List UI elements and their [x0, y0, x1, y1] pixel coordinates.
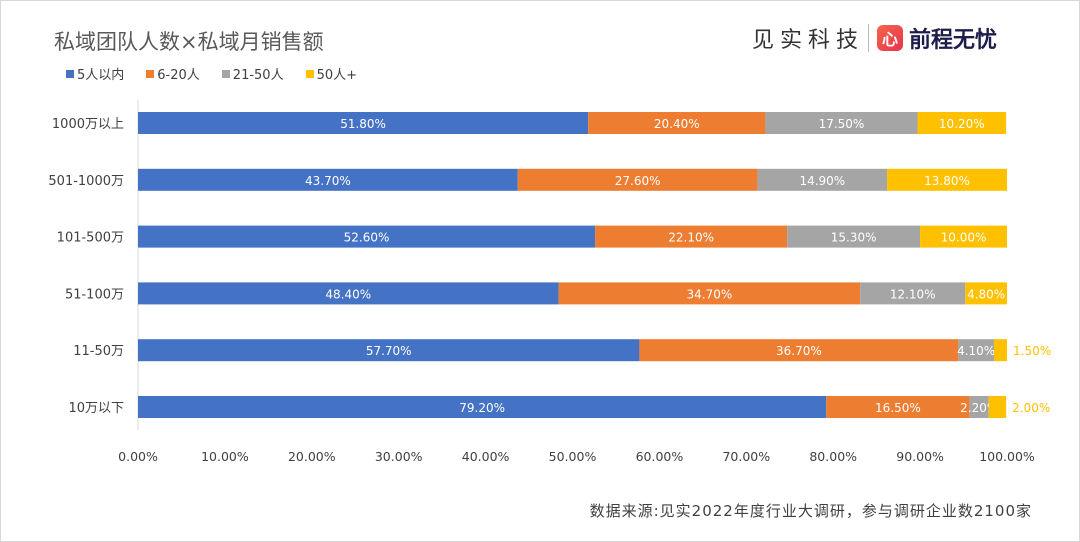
bar-segment: [993, 339, 1007, 362]
bar-segment: [965, 282, 1007, 305]
y-tick-label: 11-50万: [73, 344, 124, 359]
legend-item: 50人+: [305, 64, 358, 83]
data-label: 51.80%: [340, 117, 386, 131]
data-label: 36.70%: [776, 344, 822, 358]
data-label: 27.60%: [615, 174, 661, 188]
data-label: 2.00%: [1012, 401, 1050, 415]
y-tick-label: 10万以下: [68, 401, 124, 416]
bar-segment: [757, 168, 888, 191]
brand-logos: 见实科技 心 前程无忧: [752, 22, 997, 54]
bar-segment: [969, 396, 989, 418]
y-tick-label: 101-500万: [57, 231, 124, 246]
x-tick-label: 20.00%: [288, 449, 336, 464]
bar-segment: [138, 339, 640, 362]
data-label: 10.20%: [939, 117, 985, 131]
data-label: 57.70%: [366, 344, 412, 358]
brand-qiancheng: 前程无忧: [909, 28, 998, 53]
x-tick-label: 90.00%: [896, 449, 944, 464]
y-tick-label: 1000万以上: [52, 117, 124, 132]
bar-segment: [920, 225, 1007, 248]
bar-segment: [988, 396, 1007, 418]
data-label: 2.20%: [960, 401, 998, 415]
legend-label: 5人以内: [77, 68, 125, 83]
x-tick-label: 80.00%: [809, 449, 857, 464]
data-label: 20.40%: [654, 117, 700, 131]
bar-segment: [558, 282, 861, 305]
x-tick-label: 50.00%: [549, 449, 597, 464]
bar-segment: [917, 112, 1007, 134]
divider: [868, 24, 870, 52]
source-note: 数据来源:见实2022年度行业大调研，参与调研企业数2100家: [589, 502, 1032, 520]
bar-segment: [517, 168, 758, 191]
bar-segment: [958, 339, 994, 362]
data-label: 22.10%: [668, 231, 714, 245]
bar-segment: [595, 225, 788, 248]
legend-label: 50人+: [316, 68, 358, 83]
data-label: 16.50%: [875, 401, 921, 415]
bar-segment: [639, 339, 959, 362]
bar-segment: [138, 112, 589, 134]
x-tick-label: 100.00%: [979, 449, 1035, 464]
x-tick-label: 10.00%: [201, 449, 249, 464]
x-tick-label: 0.00%: [118, 449, 158, 464]
x-tick-label: 70.00%: [722, 449, 770, 464]
x-tick-label: 60.00%: [636, 449, 684, 464]
bar-segment: [138, 396, 827, 418]
x-tick-label: 30.00%: [375, 449, 423, 464]
legend-label: 6-20人: [157, 68, 200, 83]
legend: 5人以内 6-20人 21-50人 50人+: [66, 64, 357, 83]
legend-item: 21-50人: [221, 64, 284, 83]
data-label: 12.10%: [890, 287, 936, 301]
data-label: 4.80%: [967, 287, 1005, 301]
data-label: 15.30%: [831, 231, 877, 245]
qiancheng-logo-icon: 心: [877, 25, 904, 51]
data-label: 79.20%: [459, 401, 505, 415]
legend-item: 6-20人: [146, 64, 200, 83]
y-tick-label: 51-100万: [65, 287, 124, 302]
bar-segment: [138, 168, 518, 191]
data-label: 4.10%: [957, 344, 995, 358]
bar-segment: [138, 225, 596, 248]
bar-segment: [588, 112, 766, 134]
data-label: 10.00%: [941, 231, 987, 245]
data-label: 17.50%: [819, 117, 865, 131]
data-label: 43.70%: [305, 174, 351, 188]
legend-item: 5人以内: [66, 64, 124, 83]
data-label: 13.80%: [924, 174, 970, 188]
bar-segment: [787, 225, 921, 248]
chart-title: 私域团队人数×私域月销售额: [54, 30, 324, 54]
data-label: 48.40%: [325, 287, 371, 301]
data-label: 34.70%: [686, 287, 732, 301]
bar-segment: [826, 396, 970, 418]
legend-label: 21-50人: [232, 68, 284, 83]
brand-jianshi: 见实科技: [752, 28, 865, 53]
bar-segment: [887, 168, 1007, 191]
bar-segment: [765, 112, 918, 134]
data-label: 52.60%: [344, 231, 390, 245]
bar-segment: [138, 282, 559, 305]
data-label: 1.50%: [1013, 344, 1051, 358]
data-label: 14.90%: [799, 174, 845, 188]
bar-segment: [860, 282, 966, 305]
y-tick-label: 501-1000万: [48, 174, 124, 189]
x-tick-label: 40.00%: [462, 449, 510, 464]
